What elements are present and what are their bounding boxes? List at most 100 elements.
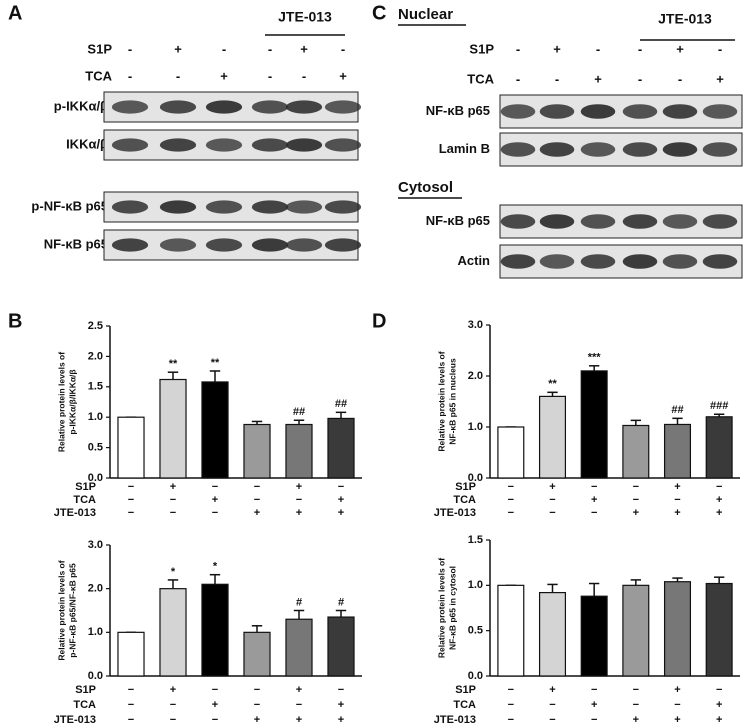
- y-axis-label: Relative protein levels of: [56, 352, 66, 452]
- significance-label: ##: [293, 406, 305, 418]
- condition-sign: -: [302, 68, 306, 83]
- condition-sign: −: [254, 699, 260, 711]
- condition-sign: -: [638, 41, 642, 56]
- significance-label: #: [296, 596, 302, 608]
- condition-sign: +: [338, 714, 344, 726]
- condition-sign: −: [508, 714, 514, 726]
- blot-band: [622, 104, 658, 119]
- blot-band: [324, 238, 362, 252]
- bar: [285, 423, 313, 479]
- bar: [243, 631, 271, 677]
- condition-sign: +: [296, 684, 302, 696]
- row-label: NF-κB p65: [426, 103, 490, 118]
- section-label: Nuclear: [398, 6, 453, 23]
- y-axis-label: p-NF-κB p65/NF-κB p65: [67, 563, 77, 658]
- y-tick-label: 0.5: [88, 442, 103, 454]
- bar: [159, 588, 187, 677]
- blot-band: [539, 104, 575, 119]
- blot-band: [500, 142, 536, 157]
- condition-sign: −: [128, 684, 134, 696]
- y-tick-label: 1.5: [468, 534, 483, 546]
- condition-sign: +: [254, 714, 260, 726]
- bar: [201, 381, 229, 479]
- bar: [285, 618, 313, 677]
- condition-sign: +: [296, 507, 302, 519]
- condition-sign: +: [594, 71, 602, 86]
- bar: [201, 583, 229, 677]
- significance-label: #: [338, 596, 344, 608]
- blot-band: [251, 200, 289, 214]
- condition-sign: −: [212, 684, 218, 696]
- condition-sign: +: [549, 684, 555, 696]
- condition-sign: -: [638, 71, 642, 86]
- y-axis-label: Relative protein levels of: [436, 558, 446, 658]
- bar: [243, 423, 271, 479]
- condition-sign: −: [170, 507, 176, 519]
- y-axis-label: p-IKKα/β/IKKα/β: [67, 369, 77, 434]
- blot-band: [205, 100, 243, 114]
- group-label: JTE-013: [658, 11, 712, 27]
- condition-sign: −: [549, 494, 555, 506]
- significance-label: **: [548, 378, 557, 390]
- condition-sign: −: [716, 481, 722, 493]
- condition-sign: +: [212, 699, 218, 711]
- significance-label: ***: [588, 352, 602, 364]
- blot-band: [622, 142, 658, 157]
- condition-sign: -: [718, 41, 722, 56]
- condition-name: S1P: [469, 41, 494, 56]
- condition-sign: -: [678, 71, 682, 86]
- condition-sign: −: [633, 494, 639, 506]
- condition-sign: +: [674, 714, 680, 726]
- condition-sign: −: [212, 481, 218, 493]
- blot-band: [159, 238, 197, 252]
- blot-band: [500, 254, 536, 269]
- bar: [663, 423, 692, 479]
- y-tick-label: 2.0: [468, 370, 483, 382]
- blot-band: [324, 200, 362, 214]
- bar: [159, 378, 187, 479]
- condition-name: TCA: [467, 71, 494, 86]
- condition-sign: +: [212, 494, 218, 506]
- condition-sign: +: [633, 714, 639, 726]
- blot-band: [622, 214, 658, 229]
- blot-band: [580, 104, 616, 119]
- bar: [622, 584, 650, 677]
- y-tick-label: 1.0: [88, 626, 103, 638]
- significance-label: *: [213, 561, 218, 573]
- condition-sign: +: [676, 41, 684, 56]
- y-tick-label: 3.0: [468, 319, 483, 331]
- blot-band: [580, 214, 616, 229]
- condition-sign: −: [254, 494, 260, 506]
- group-label: JTE-013: [278, 9, 332, 25]
- significance-label: ###: [710, 400, 728, 412]
- row-label: NF-κB p65: [44, 236, 108, 251]
- row-label: NF-κB p65: [426, 213, 490, 228]
- condition-sign: -: [128, 68, 132, 83]
- condition-sign: −: [591, 684, 597, 696]
- condition-name: S1P: [455, 481, 476, 493]
- condition-sign: −: [674, 494, 680, 506]
- blot-band: [205, 238, 243, 252]
- condition-sign: −: [633, 699, 639, 711]
- row-label: Lamin B: [439, 141, 490, 156]
- condition-sign: -: [516, 41, 520, 56]
- condition-sign: +: [220, 68, 228, 83]
- condition-sign: −: [128, 507, 134, 519]
- blot-band: [111, 238, 149, 252]
- condition-name: JTE-013: [434, 507, 476, 519]
- blot-band: [251, 100, 289, 114]
- condition-name: TCA: [73, 699, 96, 711]
- condition-sign: +: [716, 71, 724, 86]
- y-tick-label: 0.0: [88, 472, 103, 484]
- condition-sign: +: [254, 507, 260, 519]
- condition-sign: −: [296, 494, 302, 506]
- y-tick-label: 3.0: [88, 539, 103, 551]
- blot-band: [159, 200, 197, 214]
- blot-band: [539, 254, 575, 269]
- condition-sign: +: [716, 507, 722, 519]
- row-label: p-IKKα/β: [54, 98, 108, 113]
- bar: [538, 395, 567, 479]
- row-label: Actin: [458, 253, 491, 268]
- blot-band: [539, 142, 575, 157]
- condition-name: S1P: [87, 41, 112, 56]
